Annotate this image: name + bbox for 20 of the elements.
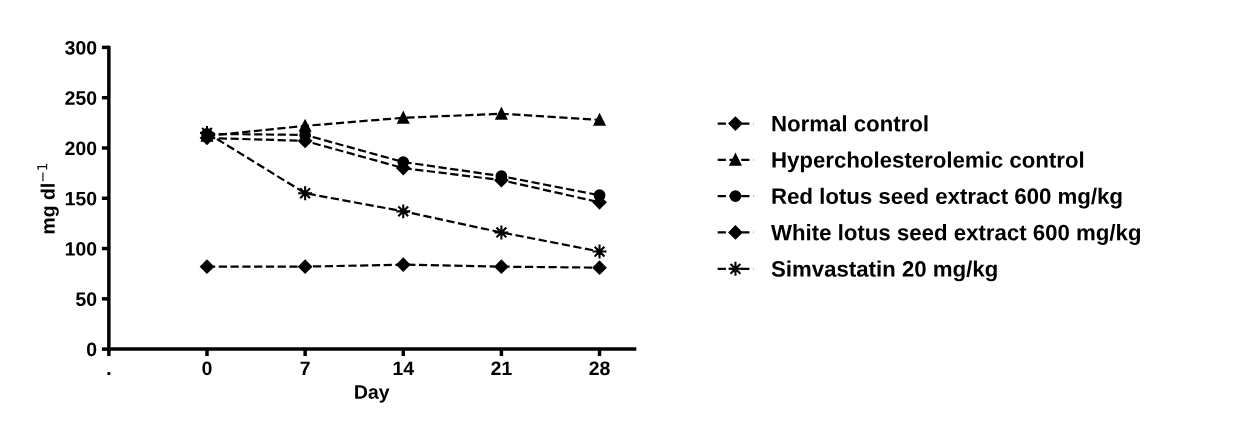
legend-label: Red lotus seed extract 600 mg/kg: [772, 187, 1122, 209]
y-tick-label: 0: [87, 342, 97, 357]
x-tick-label: 21: [491, 361, 512, 376]
legend-label: Simvastatin 20 mg/kg: [771, 260, 997, 282]
y-axis-title: mg dl$^{−1}$: [37, 163, 59, 234]
y-tick-label: 250: [65, 91, 97, 105]
x-tick-label: 28: [589, 361, 610, 376]
x-axis-title: Day: [355, 385, 390, 403]
x-tick-label: 14: [393, 361, 414, 376]
y-tick-label: 100: [65, 242, 97, 256]
legend-label: White lotus seed extract 600 mg/kg: [771, 224, 1140, 245]
y-tick-label: 50: [76, 292, 97, 307]
legend-label: Hypercholesterolemic control: [772, 151, 1084, 173]
legend-label: Normal control: [772, 115, 928, 132]
x-tick-label: .: [107, 372, 111, 376]
y-tick-label: 150: [65, 191, 97, 206]
x-tick-label: 0: [202, 361, 212, 376]
x-tick-label: 7: [300, 361, 310, 376]
y-tick-label: 200: [65, 141, 97, 156]
y-tick-label: 300: [65, 40, 97, 55]
